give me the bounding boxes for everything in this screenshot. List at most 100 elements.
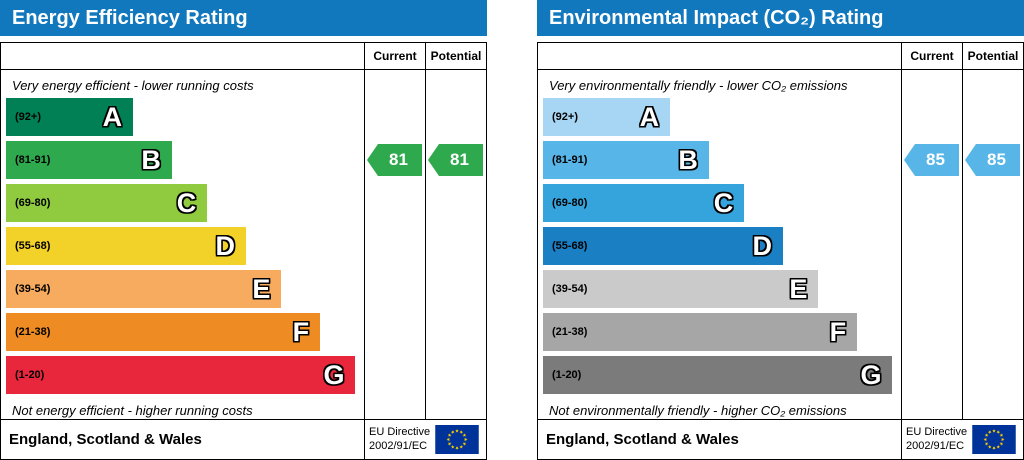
band-row: (1-20) G (543, 356, 896, 394)
co2-band-g: (1-20) G (543, 356, 893, 394)
co2-bottom-note: Not environmentally friendly - higher CO… (549, 403, 847, 418)
co2-bands-area: Very environmentally friendly - lower CO… (538, 70, 901, 419)
band-range: (39-54) (552, 283, 588, 295)
band-row: (39-54) E (6, 270, 359, 308)
energy-top-note: Very energy efficient - lower running co… (12, 78, 254, 93)
co2-band-c: (69-80) C (543, 184, 745, 222)
co2-current-value: 85 (926, 150, 945, 169)
co2-chart-title-bar: Environmental Impact (CO₂) Rating (537, 0, 1024, 36)
co2-chart: Environmental Impact (CO₂) Rating Curren… (537, 0, 1024, 460)
band-row: (21-38) F (543, 313, 896, 351)
energy-current-value: 81 (389, 150, 408, 169)
band-letter: G (860, 359, 882, 390)
energy-head-spacer (1, 43, 364, 69)
band-letter: F (829, 316, 847, 347)
energy-current-column: 81 (364, 70, 425, 419)
energy-band-c: (69-80) C (6, 184, 208, 222)
eu-flag (435, 425, 479, 454)
co2-potential-arrow: 85 (965, 144, 1020, 176)
co2-table-body: Very environmentally friendly - lower CO… (538, 70, 1023, 419)
energy-chart-title: Energy Efficiency Rating (12, 7, 248, 29)
band-row: (92+) A (6, 98, 359, 136)
co2-chart-table: Current Potential Very environmentally f… (537, 42, 1024, 460)
energy-potential-column: 81 (425, 70, 486, 419)
co2-band-a: (92+) A (543, 98, 671, 136)
band-row: (39-54) E (543, 270, 896, 308)
band-range: (92+) (552, 111, 578, 123)
band-row: (55-68) D (6, 227, 359, 265)
band-row: (69-80) C (6, 184, 359, 222)
band-letter: B (678, 144, 698, 175)
band-row: (1-20) G (6, 356, 359, 394)
band-range: (1-20) (552, 369, 582, 381)
band-range: (55-68) (552, 240, 588, 252)
energy-current-arrow: 81 (367, 144, 422, 176)
potential-column-header: Potential (425, 43, 486, 69)
energy-chart-table: Current Potential Very energy efficient … (0, 42, 487, 460)
band-letter: G (323, 359, 345, 390)
band-letter: A (639, 101, 660, 132)
energy-chart: Energy Efficiency Rating Current Potenti… (0, 0, 487, 460)
band-letter: D (215, 230, 236, 261)
eu-directive-text: EU Directive 2002/91/EC (906, 426, 967, 454)
band-range: (81-91) (552, 154, 588, 166)
energy-table-head: Current Potential (1, 43, 486, 70)
eu-directive-line2: 2002/91/EC (906, 439, 965, 452)
band-row: (69-80) C (543, 184, 896, 222)
band-letter: B (141, 144, 161, 175)
band-letter: C (713, 187, 734, 218)
eu-directive-line1: EU Directive (369, 425, 431, 438)
band-row: (81-91) B (543, 141, 896, 179)
band-letter: E (252, 273, 271, 304)
band-row: (81-91) B (6, 141, 359, 179)
eu-flag (972, 425, 1016, 454)
band-letter: E (789, 273, 808, 304)
current-column-header: Current (364, 43, 425, 69)
energy-bottom-note: Not energy efficient - higher running co… (12, 403, 253, 418)
band-row: (21-38) F (6, 313, 359, 351)
band-letter: F (292, 316, 310, 347)
energy-bands-area: Very energy efficient - lower running co… (1, 70, 364, 419)
co2-band-e: (39-54) E (543, 270, 819, 308)
band-letter: C (176, 187, 197, 218)
band-letter: A (102, 101, 123, 132)
energy-band-b: (81-91) B (6, 141, 172, 179)
band-range: (21-38) (15, 326, 51, 338)
energy-potential-value: 81 (450, 150, 469, 169)
band-range: (81-91) (15, 154, 51, 166)
energy-band-f: (21-38) F (6, 313, 321, 351)
co2-table-footer: England, Scotland & Wales EU Directive 2… (538, 419, 1023, 459)
co2-band-b: (81-91) B (543, 141, 709, 179)
current-column-header: Current (901, 43, 962, 69)
co2-table-head: Current Potential (538, 43, 1023, 70)
energy-band-g: (1-20) G (6, 356, 356, 394)
potential-column-header: Potential (962, 43, 1023, 69)
band-range: (39-54) (15, 283, 51, 295)
eu-directive-text: EU Directive 2002/91/EC (369, 426, 430, 454)
band-range: (55-68) (15, 240, 51, 252)
band-row: (55-68) D (543, 227, 896, 265)
energy-chart-title-bar: Energy Efficiency Rating (0, 0, 487, 36)
band-letter: D (752, 230, 773, 261)
energy-band-a: (92+) A (6, 98, 134, 136)
band-range: (1-20) (15, 369, 45, 381)
footer-directive-cell: EU Directive 2002/91/EC (901, 420, 1023, 459)
energy-band-d: (55-68) D (6, 227, 247, 265)
energy-band-e: (39-54) E (6, 270, 282, 308)
co2-potential-column: 85 (962, 70, 1023, 419)
band-range: (69-80) (15, 197, 51, 209)
footer-region: England, Scotland & Wales (546, 431, 739, 448)
co2-potential-value: 85 (987, 150, 1006, 169)
footer-region: England, Scotland & Wales (9, 431, 202, 448)
co2-band-d: (55-68) D (543, 227, 784, 265)
co2-top-note: Very environmentally friendly - lower CO… (549, 78, 848, 93)
co2-head-spacer (538, 43, 901, 69)
eu-directive-line1: EU Directive (906, 425, 968, 438)
eu-directive-line2: 2002/91/EC (369, 439, 428, 452)
co2-chart-title: Environmental Impact (CO₂) Rating (549, 7, 884, 29)
co2-current-column: 85 (901, 70, 962, 419)
co2-band-f: (21-38) F (543, 313, 858, 351)
band-range: (69-80) (552, 197, 588, 209)
band-range: (92+) (15, 111, 41, 123)
